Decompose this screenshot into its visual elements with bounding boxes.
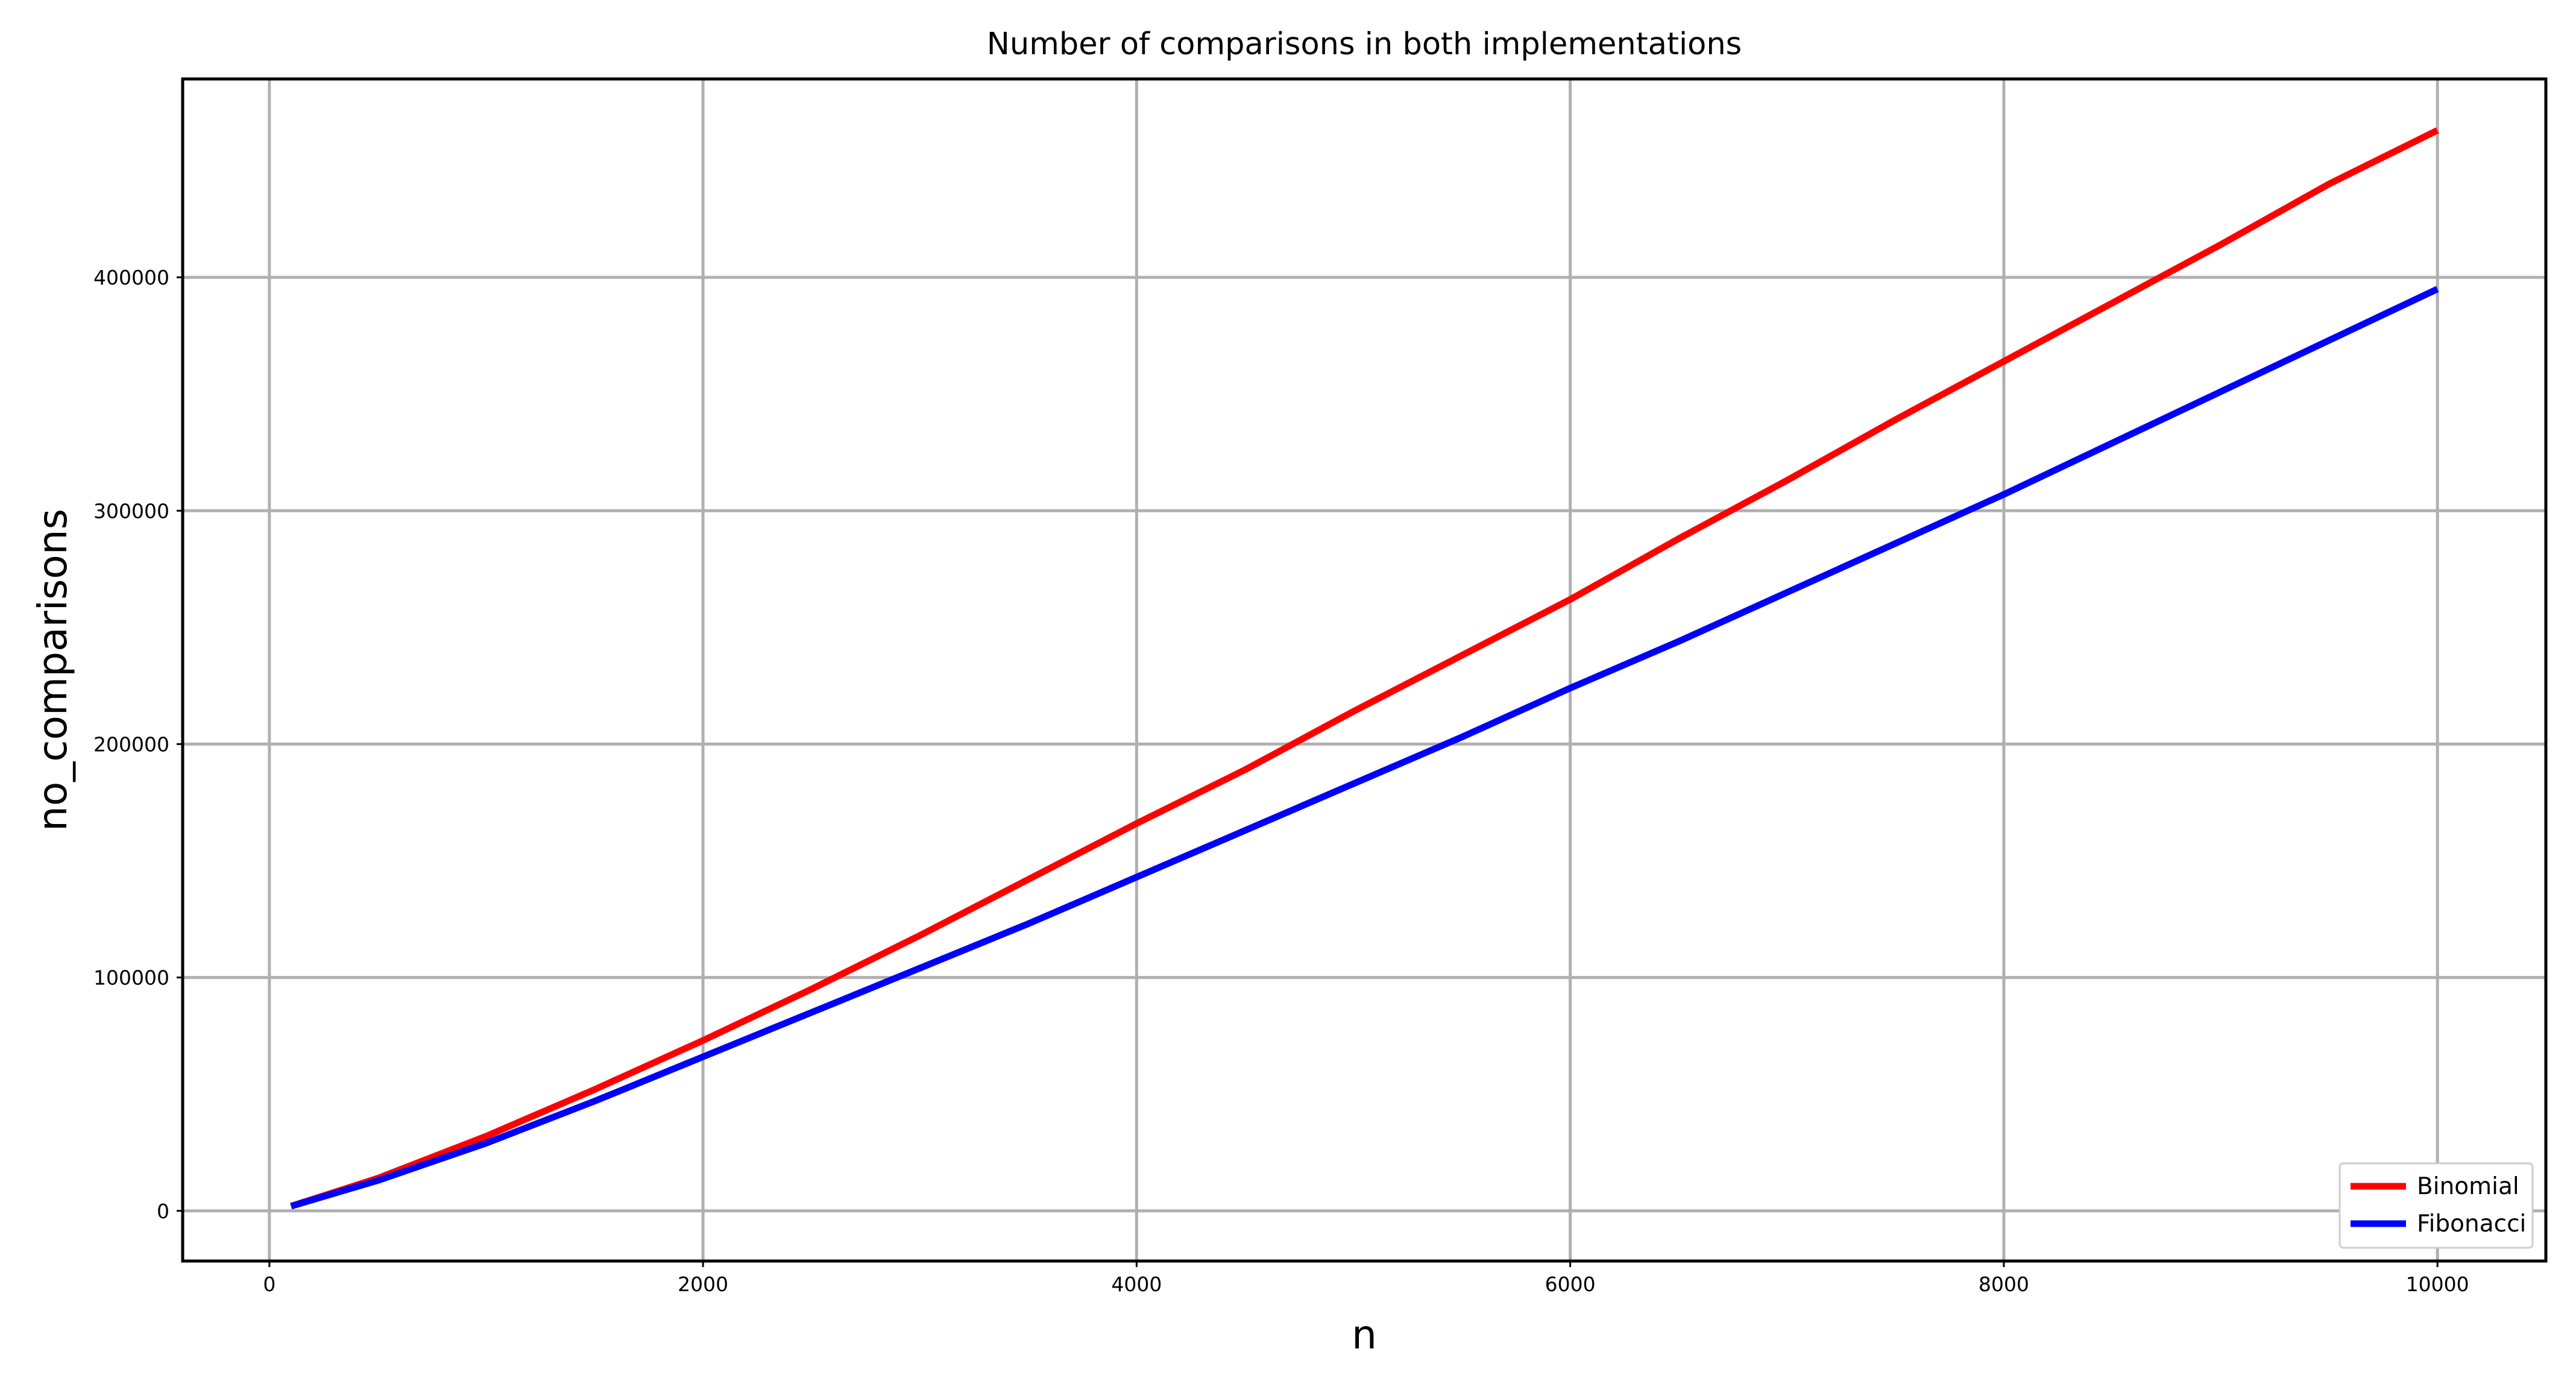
axis-ticks: 0 2000 4000 6000 8000 10000010000020000030000… (93, 266, 2469, 1296)
y-tick-label: 100000 (93, 966, 169, 990)
series-line-fibonacci (290, 286, 2439, 1210)
y-tick-label: 200000 (93, 732, 169, 756)
grid (183, 79, 2546, 1261)
y-tick-label: 400000 (93, 266, 169, 289)
series-line-binomial (290, 127, 2439, 1210)
x-tick-label: 2000 (678, 1272, 728, 1296)
series-layer (290, 127, 2439, 1210)
plot-area-frame (181, 77, 2548, 1263)
legend-label-fibonacci: Fibonacci (2417, 1210, 2526, 1238)
legend-label-binomial: Binomial (2417, 1173, 2519, 1200)
x-tick-label: 0 (263, 1272, 276, 1296)
x-tick-label: 8000 (1979, 1272, 2029, 1296)
y-axis-label: no_comparisons (30, 509, 76, 831)
x-tick-label: 6000 (1545, 1272, 1596, 1296)
y-tick-label: 0 (157, 1200, 169, 1223)
chart-title: Number of comparisons in both implementa… (987, 27, 1742, 62)
x-tick-label: 10000 (2406, 1272, 2469, 1296)
y-tick-label: 300000 (93, 499, 169, 523)
x-axis-label: n (1352, 1312, 1377, 1358)
legend: Binomial Fibonacci (2338, 1162, 2534, 1249)
x-tick-label: 4000 (1111, 1272, 1162, 1296)
